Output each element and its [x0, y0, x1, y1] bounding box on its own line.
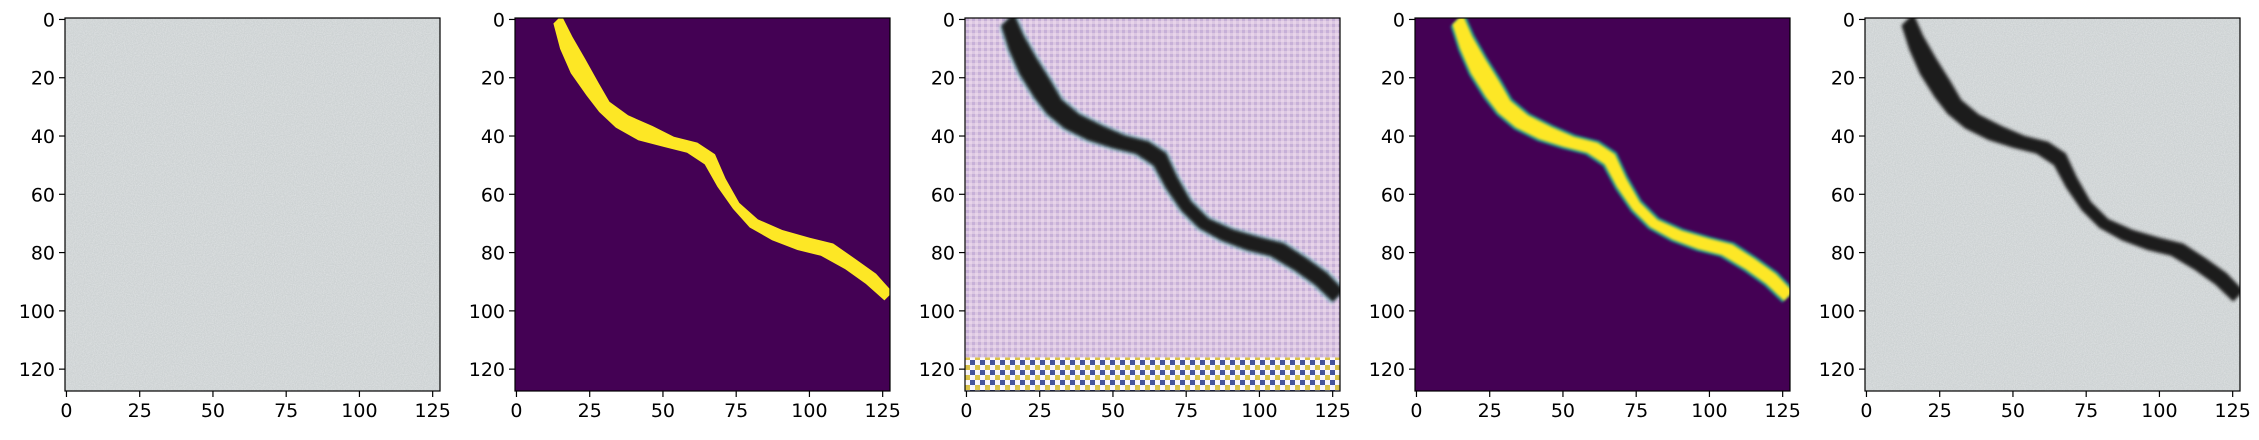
- axes-frame: [1414, 17, 1791, 392]
- y-tick-label: 80: [931, 243, 955, 265]
- x-tick-label: 125: [865, 400, 901, 422]
- y-tick-label: 20: [481, 68, 505, 90]
- crack-shape: [1001, 18, 1340, 302]
- y-tick-label: 40: [31, 126, 55, 148]
- panel-4: 0 25 50 75 100 125 0 20 40 60 80 100 120: [1369, 9, 1801, 422]
- y-tick-label: 80: [1381, 243, 1405, 265]
- x-tick-label: 100: [791, 400, 827, 422]
- x-tick-label: 125: [1315, 400, 1351, 422]
- y-tick-label: 20: [1381, 68, 1405, 90]
- x-tick-label: 100: [1691, 400, 1727, 422]
- y-tick-label: 20: [31, 68, 55, 90]
- y-tick-label: 20: [1831, 68, 1855, 90]
- y-tick-label: 0: [1393, 9, 1405, 31]
- mask-background: [515, 18, 890, 391]
- y-tick-label: 80: [31, 243, 55, 265]
- y-tick-label: 0: [1843, 9, 1855, 31]
- mask-crack: [553, 18, 890, 301]
- mask-crack: [1452, 18, 1790, 301]
- y-tick-label: 100: [469, 301, 505, 323]
- x-tick-label: 25: [578, 400, 602, 422]
- x-tick-label: 0: [960, 400, 972, 422]
- mask-crack-edge: [1450, 18, 1790, 303]
- y-tick-label: 100: [19, 301, 55, 323]
- y-tick-label: 100: [1369, 301, 1405, 323]
- y-tick-label: 120: [1369, 359, 1405, 381]
- y-tick-label: 60: [931, 184, 955, 206]
- y-tick-label: 120: [1819, 359, 1855, 381]
- panel-2: 0 25 50 75 100 125 0 20 40 60 80 100 120: [469, 9, 901, 422]
- y-tick-label: 80: [1831, 243, 1855, 265]
- x-tick-label: 25: [1928, 400, 1952, 422]
- axes-frame: [1864, 17, 2241, 392]
- x-tick-label: 125: [1765, 400, 1801, 422]
- x-tick-label: 75: [724, 400, 748, 422]
- x-tick-label: 25: [1028, 400, 1052, 422]
- x-tick-label: 75: [274, 400, 298, 422]
- y-tick-label: 60: [1831, 184, 1855, 206]
- x-tick-label: 125: [415, 400, 451, 422]
- y-tick-label: 80: [481, 243, 505, 265]
- x-tick-label: 0: [1860, 400, 1872, 422]
- generated-artifact-band: [965, 357, 1340, 391]
- panel-image-5: [1865, 18, 2240, 391]
- x-tick-label: 25: [1478, 400, 1502, 422]
- x-tick-label: 100: [341, 400, 377, 422]
- y-tick-label: 40: [481, 126, 505, 148]
- y-tick-label: 120: [469, 359, 505, 381]
- y-tick-label: 40: [1381, 126, 1405, 148]
- x-tick-label: 0: [510, 400, 522, 422]
- x-tick-label: 100: [2141, 400, 2177, 422]
- x-tick-label: 0: [60, 400, 72, 422]
- axes-frame: [964, 17, 1341, 392]
- x-tick-label: 50: [201, 400, 225, 422]
- y-tick-label: 40: [931, 126, 955, 148]
- x-tick-label: 100: [1241, 400, 1277, 422]
- panel-5: 0 25 50 75 100 125 0 20 40 60 80 100 120: [1819, 9, 2251, 422]
- y-tick-label: 60: [31, 184, 55, 206]
- axes-frame: [514, 17, 891, 392]
- y-tick-label: 60: [1381, 184, 1405, 206]
- x-tick-label: 75: [2074, 400, 2098, 422]
- x-tick-label: 0: [1410, 400, 1422, 422]
- x-tick-label: 50: [1551, 400, 1575, 422]
- panel-1: 0 25 50 75 100 125 0 20 40 60 80 100 120: [19, 9, 451, 422]
- x-tick-label: 75: [1624, 400, 1648, 422]
- concrete-texture: [65, 18, 440, 391]
- x-tick-label: 50: [651, 400, 675, 422]
- axes-frame: [64, 17, 441, 392]
- panel-image-1: [65, 18, 440, 391]
- x-tick-label: 50: [1101, 400, 1125, 422]
- y-tick-label: 120: [19, 359, 55, 381]
- x-tick-label: 75: [1174, 400, 1198, 422]
- y-tick-label: 60: [481, 184, 505, 206]
- panel-image-4: [1415, 18, 1790, 391]
- y-tick-label: 120: [919, 359, 955, 381]
- y-tick-label: 100: [919, 301, 955, 323]
- y-tick-label: 0: [493, 9, 505, 31]
- y-tick-label: 0: [943, 9, 955, 31]
- panel-image-2: [515, 18, 890, 391]
- x-tick-label: 50: [2001, 400, 2025, 422]
- y-tick-label: 100: [1819, 301, 1855, 323]
- y-tick-label: 40: [1831, 126, 1855, 148]
- panel-3: 0 25 50 75 100 125 0 20 40 60 80 100 120: [919, 9, 1351, 422]
- x-tick-label: 125: [2215, 400, 2251, 422]
- panel-image-3: [965, 18, 1340, 391]
- y-tick-label: 0: [43, 9, 55, 31]
- y-tick-label: 20: [931, 68, 955, 90]
- x-tick-label: 25: [128, 400, 152, 422]
- crack-shape: [1901, 18, 2240, 302]
